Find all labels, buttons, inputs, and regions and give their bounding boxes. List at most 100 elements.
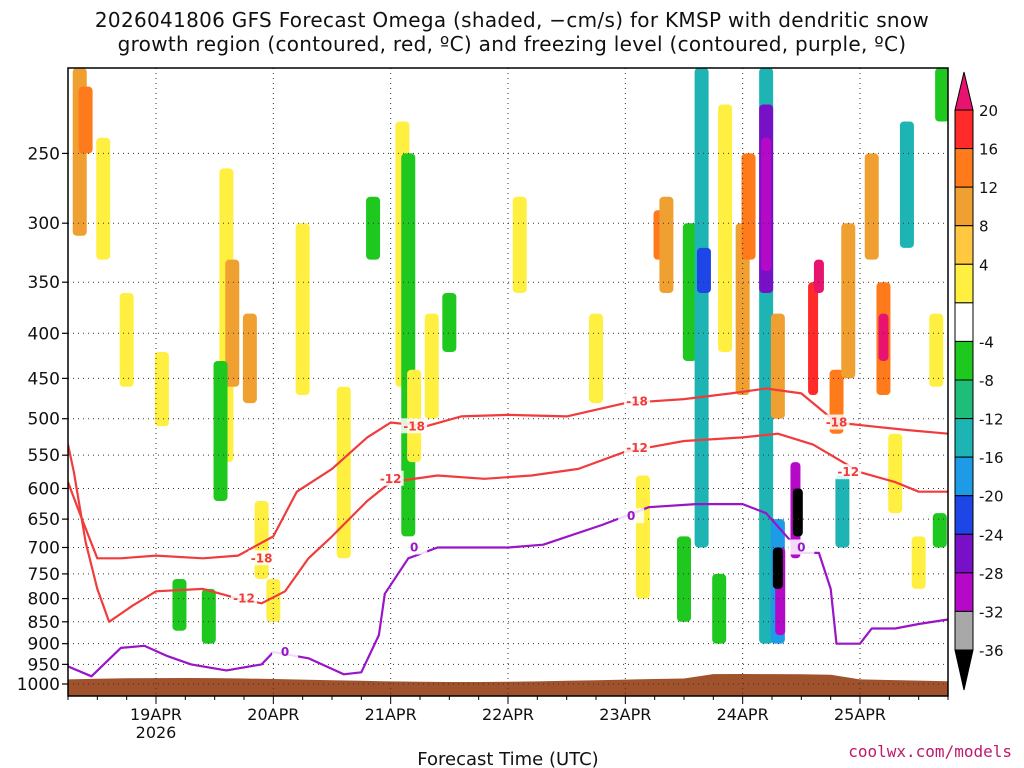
y-tick-label: 350 [28,273,60,293]
omega-cell [878,313,889,361]
x-tick-label: 20APR [247,705,299,724]
colorbar-bin [954,610,974,651]
omega-cell [407,369,422,463]
omega-cell [899,121,914,248]
y-tick-label: 850 [28,613,60,633]
omega-cell [813,259,824,293]
omega-cell [935,68,948,122]
colorbar-label: -20 [979,488,1004,506]
omega-cell [213,360,228,502]
x-tick-label: 21APR [365,705,417,724]
omega-shading [72,68,948,644]
ground-terrain [68,674,948,696]
y-tick-label: 750 [28,565,60,585]
contour-label-bg [835,464,862,480]
omega-cell [841,223,856,379]
colorbar-bin [954,533,974,574]
colorbar-bottom-arrow [954,649,974,691]
colorbar-bin [954,186,974,227]
omega-cell [929,313,944,387]
omega-cell [718,104,733,352]
omega-cell [792,488,803,537]
contour-label-bg [272,644,299,660]
contour-label-bg [624,440,651,456]
omega-cell [808,282,819,396]
colorbar-label: -32 [979,603,1004,621]
x-year-label: 2026 [136,723,177,742]
omega-cell [677,536,691,622]
contour-label: -18 [826,416,848,430]
omega-cell [761,137,772,272]
contour-label: -12 [626,441,648,455]
credit-text: coolwx.com/models [848,742,1012,761]
omega-cell [659,196,674,293]
omega-cell [366,196,381,260]
contour-label-bg [788,539,815,555]
y-tick-label: 650 [28,510,60,530]
contour-label-bg [401,418,428,434]
y-tick-label: 800 [28,590,60,610]
colorbar-bin [954,340,974,381]
omega-cell [201,588,216,644]
omega-cell [696,247,711,293]
contour-label-bg [401,539,428,555]
omega-cell [741,153,756,260]
y-tick-label: 300 [28,214,60,234]
colorbar-label: -12 [979,411,1004,429]
y-axis: 2503003504004505005506006507007508008509… [17,144,68,695]
colorbar-label: -36 [979,642,1004,660]
y-tick-label: 450 [28,369,60,389]
colorbar-bin [954,456,974,497]
y-tick-label: 900 [28,635,60,655]
omega-cell [154,351,169,427]
omega-cell [78,86,93,154]
omega-cell [735,223,750,396]
contour-label: 0 [281,645,289,659]
y-tick-label: 950 [28,655,60,675]
omega-cell [424,313,439,419]
colorbar-top-arrow [954,71,974,111]
omega-cell [266,578,281,622]
colorbar-label: 4 [979,256,989,274]
contour-label: -18 [403,419,425,433]
colorbar: 20 16 12 8 4 -4 -8 -12 -16 -20 -24 -28 -32 -36 [954,71,1004,691]
colorbar-label: -28 [979,565,1004,583]
colorbar-bin [954,418,974,458]
dgz-minus-12 [68,432,948,623]
colorbar-bin [954,379,974,420]
chart-title-line1: 2026041806 GFS Forecast Omega (shaded, −… [94,8,930,32]
x-tick-label: 25APR [834,705,886,724]
omega-cell [772,547,783,589]
omega-cell [172,578,187,631]
colorbar-label: 8 [979,218,989,236]
colorbar-label: -4 [979,333,994,351]
omega-cell [911,536,926,589]
x-tick-label: 24APR [717,705,769,724]
omega-cell [835,475,850,548]
y-tick-label: 400 [28,324,60,344]
x-tick-label: 19APR [130,705,182,724]
omega-cell [295,223,310,396]
colorbar-bin [954,225,974,265]
y-tick-label: 500 [28,410,60,430]
omega-cell [225,259,240,387]
contour-label-bg [231,590,257,606]
omega-cell [96,137,111,260]
contour-label: -18 [251,551,273,565]
colorbar-bin [954,263,974,304]
contour-label: -12 [380,472,402,486]
colorbar-bin [954,572,974,612]
colorbar-label: 12 [979,179,998,197]
chart-title-line2: growth region (contoured, red, ºC) and f… [117,32,907,56]
colorbar-label: -16 [979,449,1004,467]
contour-label: -12 [233,592,255,606]
contour-label-bg [823,414,850,430]
colorbar-label: 16 [979,141,998,159]
contour-label-bg [624,393,651,409]
colorbar-label: -8 [979,372,994,390]
contour-label: 0 [797,540,805,554]
omega-cell [336,386,351,559]
y-tick-label: 1000 [17,675,60,695]
y-tick-label: 700 [28,538,60,558]
